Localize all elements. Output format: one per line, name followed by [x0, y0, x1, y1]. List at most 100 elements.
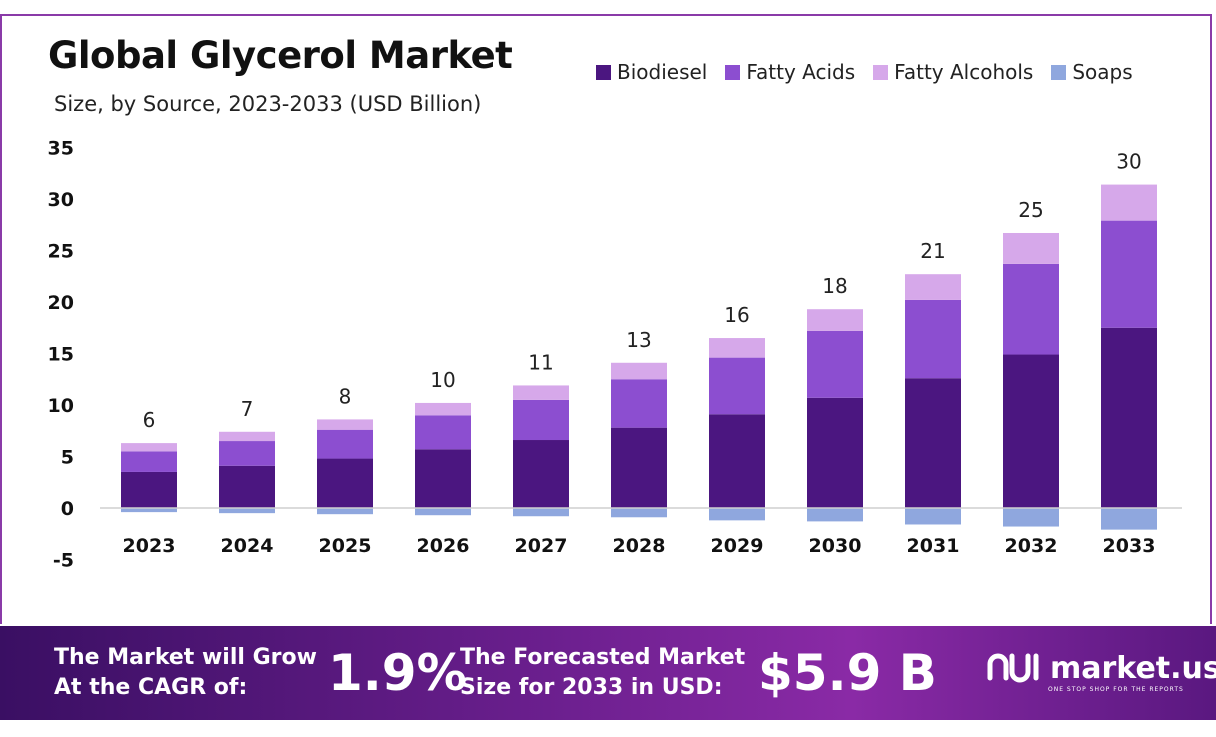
legend-swatch-soaps: [1051, 64, 1067, 80]
bar-segment-fatty-acids: [317, 429, 373, 459]
bar-segment-fatty-alcohols: [611, 362, 667, 380]
bar-segment-soaps: [611, 508, 667, 518]
legend-label-fatty-alcohols: Fatty Alcohols: [894, 60, 1034, 84]
bar-segment-biodiesel: [807, 397, 863, 508]
legend-item-biodiesel: Biodiesel: [596, 60, 707, 84]
cagr-label-line2: At the CAGR of:: [54, 675, 248, 700]
x-tick-label: 2027: [515, 535, 568, 557]
chart-frame: [0, 14, 1212, 624]
bar-total-label: 10: [430, 368, 455, 392]
legend-item-fatty-alcohols: Fatty Alcohols: [873, 60, 1033, 84]
x-tick-label: 2023: [123, 535, 176, 557]
y-tick-label: 0: [61, 498, 74, 520]
bar-segment-fatty-acids: [1003, 263, 1059, 355]
bar-segment-fatty-acids: [513, 399, 569, 441]
bar-total-label: 18: [822, 274, 847, 298]
bar-segment-soaps: [1003, 508, 1059, 527]
bar-segment-fatty-alcohols: [121, 443, 177, 452]
bar-total-label: 7: [241, 397, 254, 421]
y-tick-label: -5: [53, 550, 74, 572]
bar-segment-soaps: [709, 508, 765, 521]
y-tick-label: 10: [48, 395, 74, 417]
bar-segment-biodiesel: [1003, 354, 1059, 508]
legend-swatch-biodiesel: [596, 64, 611, 80]
bar-segment-fatty-alcohols: [709, 338, 765, 358]
bar-segment-fatty-acids: [219, 441, 275, 466]
x-tick-label: 2031: [907, 535, 960, 557]
bar-segment-biodiesel: [121, 471, 177, 508]
cagr-label-line1: The Market will Grow: [54, 645, 317, 670]
bar-segment-fatty-alcohols: [219, 431, 275, 442]
bar-segment-soaps: [513, 508, 569, 517]
legend-label-fatty-acids: Fatty Acids: [746, 60, 856, 84]
y-tick-label: 20: [48, 292, 74, 314]
legend-item-fatty-acids: Fatty Acids: [725, 60, 855, 84]
bar-total-label: 6: [143, 408, 156, 432]
x-tick-label: 2029: [711, 535, 764, 557]
bar-segment-fatty-alcohols: [905, 274, 961, 300]
x-tick-label: 2033: [1103, 535, 1156, 557]
bar-segment-soaps: [415, 508, 471, 516]
cagr-value: 1.9%: [328, 644, 467, 702]
bar-total-label: 21: [920, 239, 945, 263]
bar-segment-soaps: [1101, 508, 1157, 530]
brand-logo[interactable]: market.us ONE STOP SHOP FOR THE REPORTS: [986, 648, 1216, 693]
y-tick-label: 15: [48, 344, 74, 366]
cagr-label: The Market will Grow At the CAGR of:: [54, 643, 317, 703]
bar-segment-fatty-alcohols: [1101, 184, 1157, 221]
bar-segment-fatty-acids: [905, 299, 961, 379]
x-tick-label: 2028: [613, 535, 666, 557]
legend-swatch-fatty-alcohols: [873, 64, 889, 80]
y-tick-label: 25: [48, 241, 74, 263]
y-tick-label: 35: [48, 138, 74, 160]
bar-segment-fatty-alcohols: [1003, 232, 1059, 264]
bar-segment-soaps: [121, 508, 177, 513]
bar-total-label: 30: [1116, 150, 1141, 174]
bar-segment-fatty-alcohols: [317, 419, 373, 430]
bar-segment-fatty-alcohols: [513, 385, 569, 400]
bar-segment-biodiesel: [513, 440, 569, 508]
y-tick-label: 30: [48, 189, 74, 211]
bar-segment-soaps: [219, 508, 275, 514]
x-tick-label: 2024: [221, 535, 274, 557]
x-tick-label: 2026: [417, 535, 470, 557]
bar-segment-fatty-acids: [709, 357, 765, 415]
bar-segment-fatty-acids: [807, 330, 863, 398]
bar-segment-biodiesel: [317, 458, 373, 508]
bar-segment-fatty-acids: [415, 415, 471, 450]
bar-total-label: 8: [339, 384, 352, 408]
bar-total-label: 25: [1018, 198, 1043, 222]
legend: Biodiesel Fatty Acids Fatty Alcohols Soa…: [596, 60, 1133, 84]
bar-segment-fatty-acids: [611, 379, 667, 428]
bar-segment-fatty-alcohols: [415, 402, 471, 416]
footer-banner: The Market will Grow At the CAGR of: 1.9…: [0, 626, 1216, 720]
bar-segment-soaps: [317, 508, 373, 515]
bar-segment-biodiesel: [1101, 327, 1157, 508]
bar-segment-biodiesel: [219, 465, 275, 508]
bar-segment-fatty-acids: [121, 451, 177, 472]
bar-segment-soaps: [905, 508, 961, 525]
chart-subtitle: Size, by Source, 2023-2033 (USD Billion): [54, 92, 482, 116]
forecast-label: The Forecasted Market Size for 2033 in U…: [460, 643, 745, 703]
legend-item-soaps: Soaps: [1051, 60, 1133, 84]
legend-swatch-fatty-acids: [725, 64, 741, 80]
bar-segment-soaps: [807, 508, 863, 522]
bar-total-label: 13: [626, 328, 651, 352]
bar-segment-biodiesel: [611, 427, 667, 508]
x-tick-label: 2030: [809, 535, 862, 557]
bar-segment-fatty-acids: [1101, 220, 1157, 328]
y-tick-label: 5: [61, 447, 74, 469]
legend-label-soaps: Soaps: [1072, 60, 1133, 84]
x-tick-label: 2025: [319, 535, 372, 557]
bar-total-label: 11: [528, 350, 553, 374]
brand-name: market.us: [1050, 650, 1216, 686]
brand-tagline: ONE STOP SHOP FOR THE REPORTS: [1048, 686, 1184, 693]
chart-title: Global Glycerol Market: [48, 34, 513, 77]
market-us-logo-icon: [987, 653, 1039, 683]
x-tick-label: 2032: [1005, 535, 1058, 557]
bar-segment-biodiesel: [709, 414, 765, 508]
forecast-label-line2: Size for 2033 in USD:: [460, 675, 723, 700]
bar-segment-fatty-alcohols: [807, 309, 863, 331]
forecast-label-line1: The Forecasted Market: [460, 645, 746, 670]
legend-label-biodiesel: Biodiesel: [617, 60, 708, 84]
